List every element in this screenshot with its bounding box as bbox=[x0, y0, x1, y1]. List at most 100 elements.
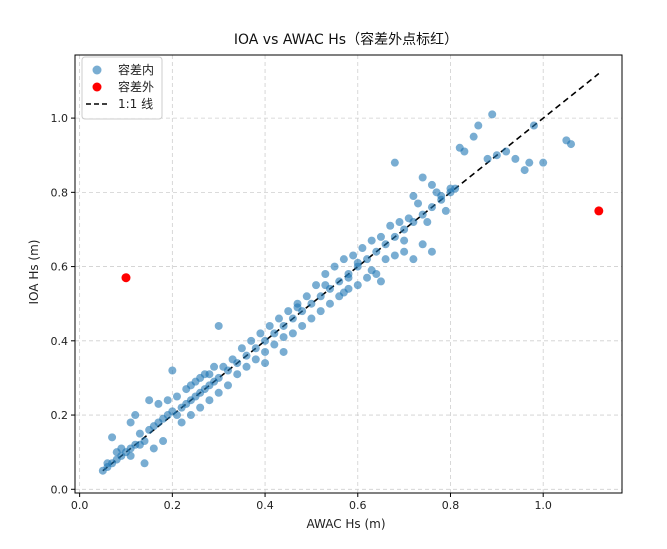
data-point-in-tolerance bbox=[270, 340, 279, 349]
data-point-in-tolerance bbox=[103, 459, 112, 468]
data-point-out-tolerance bbox=[594, 206, 604, 216]
data-point-in-tolerance bbox=[404, 214, 413, 223]
data-point-in-tolerance bbox=[214, 388, 223, 397]
data-point-in-tolerance bbox=[372, 247, 381, 256]
data-point-in-tolerance bbox=[451, 184, 460, 193]
data-point-in-tolerance bbox=[349, 251, 358, 260]
data-point-in-tolerance bbox=[529, 121, 538, 130]
data-point-in-tolerance bbox=[427, 247, 436, 256]
data-point-in-tolerance bbox=[293, 303, 302, 312]
plot-frame bbox=[74, 54, 623, 494]
data-point-in-tolerance bbox=[251, 344, 260, 353]
data-point-in-tolerance bbox=[196, 403, 205, 412]
data-point-in-tolerance bbox=[223, 381, 232, 390]
data-point-in-tolerance bbox=[247, 336, 256, 345]
data-points bbox=[98, 110, 604, 475]
data-point-in-tolerance bbox=[214, 373, 223, 382]
data-point-in-tolerance bbox=[145, 396, 154, 405]
data-point-in-tolerance bbox=[140, 437, 149, 446]
data-point-in-tolerance bbox=[186, 411, 195, 420]
data-point-in-tolerance bbox=[381, 240, 390, 249]
data-point-in-tolerance bbox=[423, 218, 432, 227]
data-point-in-tolerance bbox=[228, 355, 237, 364]
data-point-in-tolerance bbox=[274, 314, 283, 323]
data-point-in-tolerance bbox=[270, 329, 279, 338]
data-point-in-tolerance bbox=[567, 140, 576, 149]
data-point-in-tolerance bbox=[409, 192, 418, 201]
y-axis-label: IOA Hs (m) bbox=[27, 240, 41, 305]
x-tick-label: 0.6 bbox=[349, 499, 367, 512]
data-point-in-tolerance bbox=[427, 203, 436, 212]
data-point-in-tolerance bbox=[418, 173, 427, 182]
data-point-in-tolerance bbox=[492, 151, 501, 160]
x-tick-label: 0.4 bbox=[256, 499, 274, 512]
data-point-in-tolerance bbox=[321, 281, 330, 290]
x-tick-label: 1.0 bbox=[534, 499, 552, 512]
data-point-in-tolerance bbox=[390, 251, 399, 260]
data-point-in-tolerance bbox=[279, 347, 288, 356]
data-point-in-tolerance bbox=[237, 344, 246, 353]
data-point-in-tolerance bbox=[418, 210, 427, 219]
data-point-in-tolerance bbox=[339, 288, 348, 297]
data-point-in-tolerance bbox=[159, 437, 168, 446]
x-tick-label: 0.0 bbox=[71, 499, 89, 512]
chart-title: IOA vs AWAC Hs（容差外点标红） bbox=[234, 31, 458, 48]
data-point-in-tolerance bbox=[376, 277, 385, 286]
x-tick-label: 0.8 bbox=[442, 499, 460, 512]
data-point-in-tolerance bbox=[186, 381, 195, 390]
data-point-in-tolerance bbox=[279, 333, 288, 342]
y-tick-label: 0.4 bbox=[51, 335, 69, 348]
data-point-in-tolerance bbox=[418, 240, 427, 249]
data-point-in-tolerance bbox=[140, 459, 149, 468]
data-point-in-tolerance bbox=[135, 429, 144, 438]
data-point-in-tolerance bbox=[400, 247, 409, 256]
axis-ticks: 0.0 0.2 0.4 0.6 0.8 1.0 0.0 0.2 0.4 0.6 0.8 1.0 bbox=[51, 112, 552, 512]
data-point-in-tolerance bbox=[511, 154, 520, 163]
data-point-in-tolerance bbox=[214, 321, 223, 330]
data-point-in-tolerance bbox=[353, 258, 362, 267]
data-point-in-tolerance bbox=[367, 266, 376, 275]
data-point-in-tolerance bbox=[172, 411, 181, 420]
data-point-in-tolerance bbox=[335, 277, 344, 286]
data-point-in-tolerance bbox=[400, 225, 409, 234]
data-point-in-tolerance bbox=[363, 273, 372, 282]
data-point-in-tolerance bbox=[251, 355, 260, 364]
y-tick-label: 0.0 bbox=[51, 483, 69, 496]
data-point-in-tolerance bbox=[288, 314, 297, 323]
data-point-in-tolerance bbox=[154, 418, 163, 427]
data-point-in-tolerance bbox=[261, 359, 270, 368]
data-point-in-tolerance bbox=[339, 255, 348, 264]
data-point-in-tolerance bbox=[437, 192, 446, 201]
data-point-in-tolerance bbox=[344, 273, 353, 282]
data-point-in-tolerance bbox=[177, 418, 186, 427]
data-point-in-tolerance bbox=[163, 396, 172, 405]
data-point-in-tolerance bbox=[149, 444, 158, 453]
data-point-in-tolerance bbox=[233, 370, 242, 379]
y-tick-label: 0.6 bbox=[51, 261, 69, 274]
data-point-in-tolerance bbox=[330, 262, 339, 271]
data-point-in-tolerance bbox=[131, 411, 140, 420]
data-point-in-tolerance bbox=[381, 255, 390, 264]
data-point-in-tolerance bbox=[242, 362, 251, 371]
data-point-in-tolerance bbox=[307, 299, 316, 308]
data-point-in-tolerance bbox=[390, 232, 399, 241]
data-point-in-tolerance bbox=[427, 180, 436, 189]
data-point-in-tolerance bbox=[358, 244, 367, 253]
data-point-in-tolerance bbox=[210, 362, 219, 371]
legend-marker-in-tolerance bbox=[92, 65, 102, 75]
data-point-in-tolerance bbox=[265, 321, 274, 330]
legend-label-out-tolerance: 容差外 bbox=[118, 79, 154, 94]
data-point-in-tolerance bbox=[126, 418, 135, 427]
data-point-in-tolerance bbox=[298, 321, 307, 330]
data-point-in-tolerance bbox=[395, 218, 404, 227]
data-point-in-tolerance bbox=[126, 451, 135, 460]
x-axis-label: AWAC Hs (m) bbox=[306, 517, 385, 531]
data-point-in-tolerance bbox=[363, 255, 372, 264]
data-point-in-tolerance bbox=[353, 281, 362, 290]
x-tick-label: 0.2 bbox=[164, 499, 182, 512]
data-point-in-tolerance bbox=[279, 321, 288, 330]
data-point-out-tolerance bbox=[121, 273, 131, 283]
data-point-in-tolerance bbox=[520, 166, 529, 175]
legend-label-reference-line: 1:1 线 bbox=[118, 97, 153, 111]
